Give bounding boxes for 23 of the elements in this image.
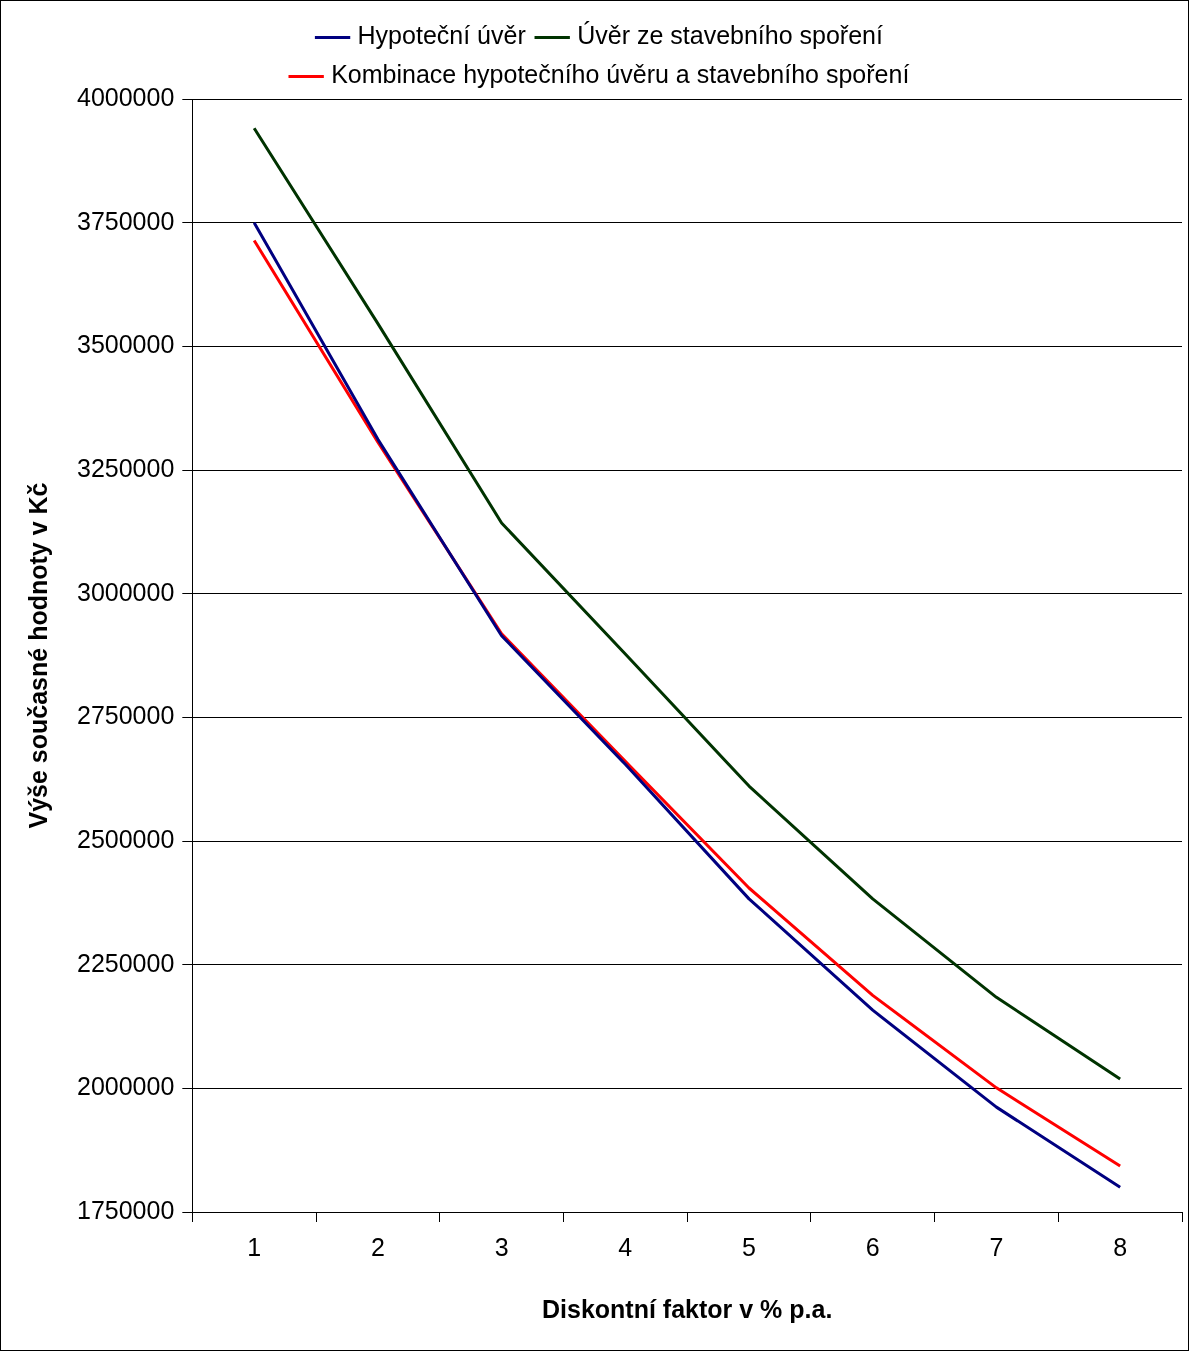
x-tick-label: 4 [618,1232,633,1261]
y-tick-label: 3750000 [77,206,175,235]
x-tick-label: 2 [370,1232,385,1261]
x-tick-label: 5 [742,1232,756,1261]
y-tick-label: 3000000 [77,577,175,606]
legend-label: Hypoteční úvěr [357,21,526,50]
y-axis-title: Výše současné hodnoty v Kč [23,482,52,829]
y-tick-label: 1750000 [77,1195,175,1224]
x-tick-label: 6 [865,1232,880,1261]
y-tick-label: 3250000 [77,453,175,482]
y-tick-label: 2750000 [77,701,175,730]
y-tick-label: 2250000 [77,948,175,977]
legend-label: Úvěr ze stavebního spoření [577,21,883,50]
y-tick-label: 3500000 [77,330,175,359]
x-axis-title: Diskontní faktor v % p.a. [541,1294,833,1323]
x-tick-label: 7 [989,1232,1004,1261]
y-tick-label: 4000000 [77,82,175,111]
x-tick-label: 1 [247,1232,262,1261]
x-tick-label: 3 [494,1232,509,1261]
y-tick-label: 2500000 [77,824,175,853]
x-tick-label: 8 [1113,1232,1128,1261]
y-tick-label: 2000000 [77,1072,175,1101]
legend-label: Kombinace hypotečního úvěru a stavebního spoření [331,60,910,89]
